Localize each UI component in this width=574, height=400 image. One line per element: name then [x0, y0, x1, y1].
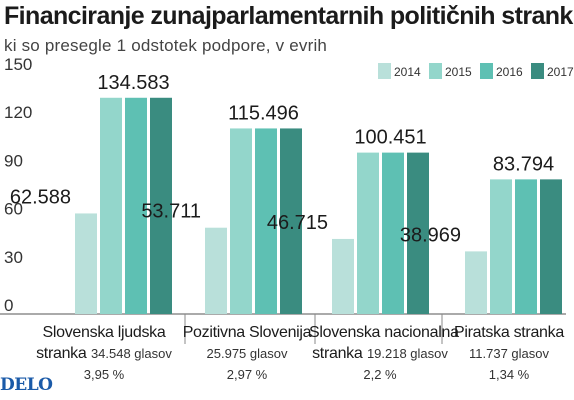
category-label-sns: Slovenska nacionalna stranka 19.218 glas… — [309, 322, 459, 385]
y-tick-label: 60 — [4, 200, 23, 219]
data-label-2014: 62.588 — [10, 186, 71, 208]
bar-2015 — [230, 128, 252, 314]
party-name-line2: stranka — [36, 345, 87, 362]
votes-count: 25.975 glasov — [206, 346, 288, 361]
chart-subtitle: ki so presegle 1 odstotek podpore, v evr… — [4, 36, 328, 55]
votes-count: 34.548 glasov — [90, 346, 172, 361]
vote-percent: 1,34 % — [488, 367, 530, 382]
bar-2014 — [205, 227, 227, 314]
legend-swatch-2017 — [531, 63, 544, 79]
data-label-2015-2017: 100.451 — [354, 127, 426, 149]
data-label-2014: 38.969 — [400, 224, 461, 246]
y-tick-label: 30 — [4, 248, 23, 267]
chart-title: Financiranje zunajparlamentarnih politič… — [4, 2, 573, 30]
data-label-2015-2017: 134.583 — [97, 72, 169, 94]
bar-2014 — [465, 251, 487, 314]
data-label-2014: 46.715 — [267, 212, 328, 234]
category-label-pirati: Piratska stranka 11.737 glasov 1,34 % — [438, 322, 574, 385]
bar-2016 — [515, 179, 537, 314]
bar-2016 — [125, 97, 147, 314]
legend-label-2015: 2015 — [445, 65, 472, 79]
bar-2017 — [540, 179, 562, 314]
bar-2015 — [100, 97, 122, 314]
bar-2016 — [255, 128, 277, 314]
y-tick-label: 120 — [4, 103, 32, 122]
bar-2014 — [75, 213, 97, 314]
legend-label-2016: 2016 — [496, 65, 523, 79]
votes-count: 19.218 glasov — [366, 346, 448, 361]
votes-count: 11.737 glasov — [469, 346, 549, 361]
category-label-ps: Pozitivna Slovenija 25.975 glasov 2,97 % — [176, 322, 318, 385]
bar-2015 — [490, 179, 512, 314]
party-name-line1: Slovenska ljudska — [42, 324, 166, 341]
category-label-sls: Slovenska ljudska stranka 34.548 glasov … — [33, 322, 175, 385]
y-tick-label: 150 — [4, 55, 32, 74]
data-label-2015-2017: 83.794 — [493, 153, 554, 175]
bar-2017 — [150, 97, 172, 314]
bar-2017 — [407, 152, 429, 314]
party-name-line1: Slovenska nacionalna — [309, 324, 459, 341]
legend-label-2014: 2014 — [394, 65, 421, 79]
y-tick-label: 90 — [4, 151, 23, 170]
legend-label-2017: 2017 — [547, 65, 574, 79]
legend-swatch-2014 — [378, 63, 391, 79]
vote-percent: 2,97 % — [226, 367, 268, 382]
y-tick-label: 0 — [4, 296, 13, 315]
delo-logo: DELO — [0, 375, 53, 395]
bar-2015 — [357, 152, 379, 314]
bar-2017 — [280, 128, 302, 314]
vote-percent: 3,95 % — [83, 367, 125, 382]
data-label-2014: 53.711 — [141, 201, 201, 223]
party-name-line2: stranka — [312, 345, 363, 362]
party-name-line1: Piratska stranka — [454, 324, 564, 341]
data-label-2015-2017: 115.496 — [228, 102, 299, 124]
bar-2014 — [332, 238, 354, 314]
vote-percent: 2,2 % — [363, 367, 397, 382]
party-name-line1: Pozitivna Slovenija — [182, 324, 312, 341]
bar-2016 — [382, 152, 404, 314]
legend-swatch-2016 — [480, 63, 493, 79]
legend-swatch-2015 — [429, 63, 442, 79]
